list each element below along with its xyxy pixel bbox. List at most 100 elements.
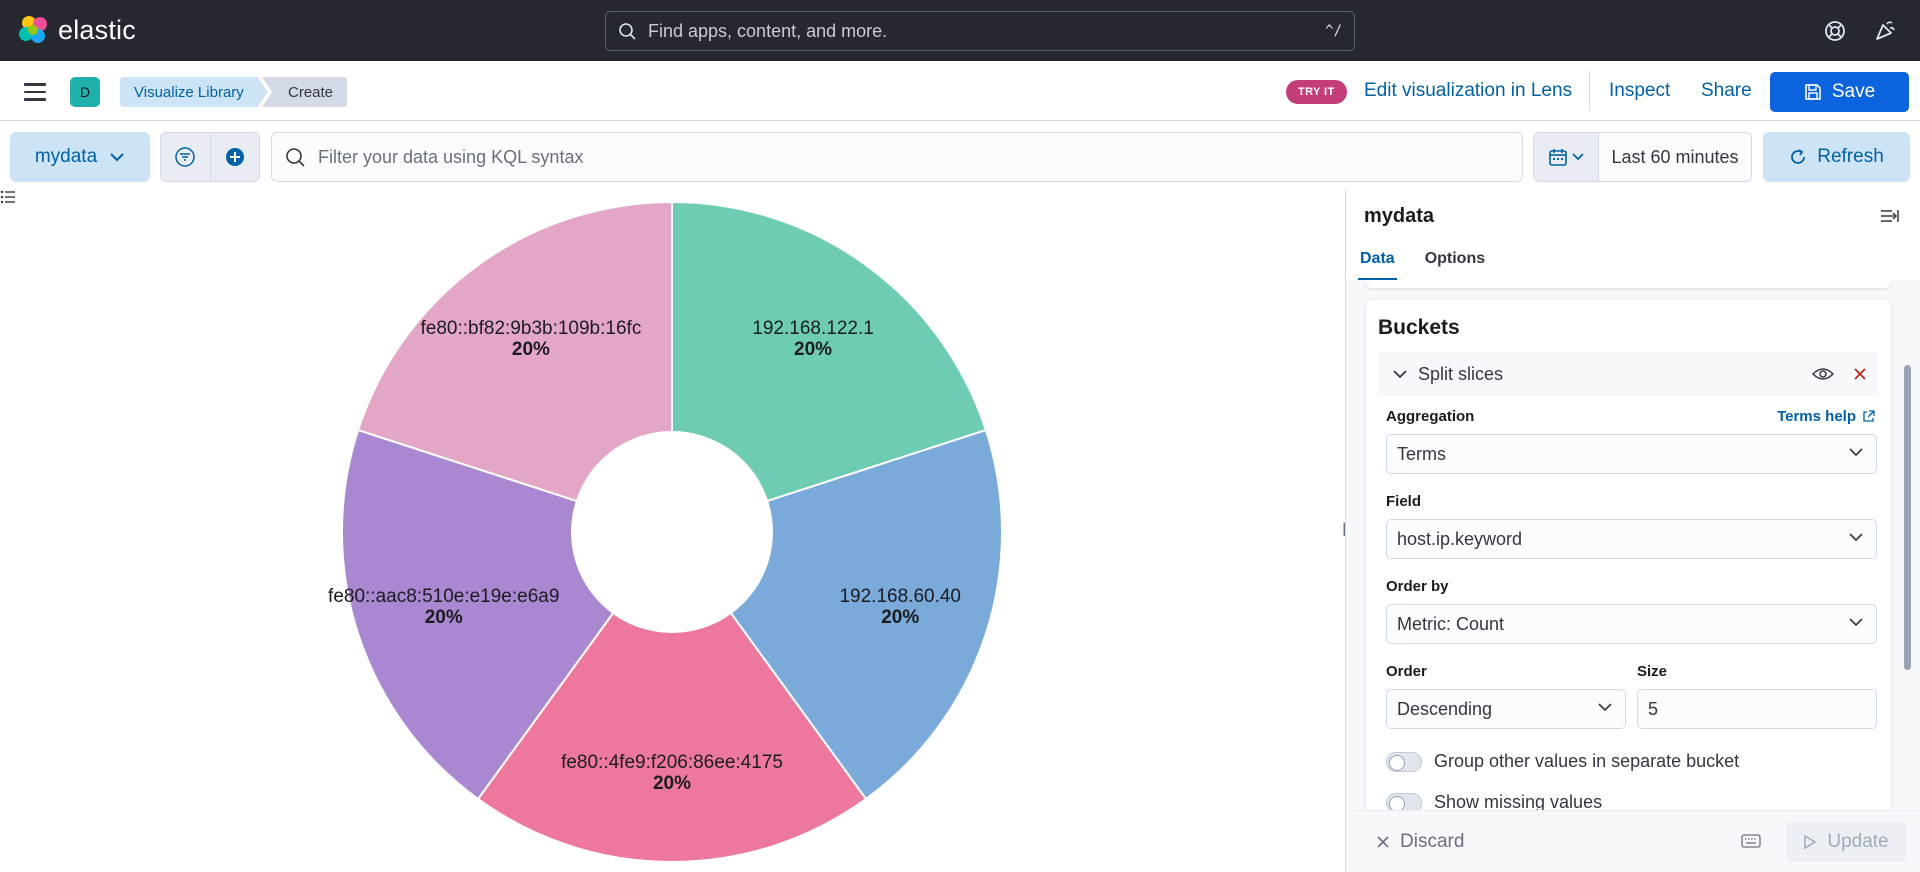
breadcrumb-visualize-library[interactable]: Visualize Library <box>120 77 268 107</box>
sidebar-tabs: Data Options <box>1358 250 1487 280</box>
chevron-down-icon <box>110 153 124 162</box>
field-value: host.ip.keyword <box>1397 528 1523 549</box>
search-icon <box>286 148 305 167</box>
chevron-down-icon <box>1849 448 1863 457</box>
data-view-label: mydata <box>34 146 98 167</box>
quick-menu-button[interactable] <box>1534 133 1599 181</box>
show-missing-switch[interactable] <box>1386 792 1422 810</box>
global-search-placeholder: Find apps, content, and more. <box>648 20 888 41</box>
remove-icon[interactable] <box>1852 366 1868 382</box>
pie-slice-pct-3: 20% <box>425 607 463 628</box>
pie-slice-label-3: fe80::aac8:510e:e19e:e6a9 <box>328 586 559 607</box>
save-icon <box>1805 84 1821 100</box>
keyboard-icon[interactable] <box>1741 834 1761 848</box>
discard-button[interactable]: Discard <box>1376 831 1464 853</box>
collapse-sidebar-icon[interactable] <box>1880 208 1900 224</box>
order-by-select[interactable]: Metric: Count <box>1386 604 1877 644</box>
order-label: Order <box>1386 663 1427 680</box>
visualization-area: 192.168.122.1 20% 192.168.60.40 20% fe80::4f… <box>0 190 1340 872</box>
tab-options[interactable]: Options <box>1424 250 1486 267</box>
show-missing-label: Show missing values <box>1434 792 1603 810</box>
filter-icon <box>175 147 195 167</box>
terms-help-label: Terms help <box>1777 408 1856 425</box>
group-other-switch-row[interactable]: Group other values in separate bucket <box>1386 751 1739 772</box>
try-it-badge: TRY IT <box>1286 80 1347 104</box>
play-icon <box>1804 834 1817 850</box>
legend-toggle-icon[interactable] <box>0 190 16 204</box>
query-bar: mydata Filter your data using KQL syntax <box>0 122 1920 190</box>
pie-slice-3[interactable] <box>340 428 615 801</box>
app-navbar: D Visualize Library Create TRY IT Edit v… <box>0 61 1920 121</box>
menu-toggle-button[interactable] <box>24 83 46 101</box>
field-label: Field <box>1386 493 1422 510</box>
close-icon <box>1377 836 1389 848</box>
size-value: 5 <box>1648 698 1659 719</box>
data-view-picker[interactable]: mydata <box>10 132 150 182</box>
elastic-logo[interactable]: elastic <box>18 14 136 46</box>
chevron-down-icon[interactable] <box>1392 369 1408 379</box>
field-select[interactable]: host.ip.keyword <box>1386 519 1877 559</box>
terms-help-link[interactable]: Terms help <box>1777 408 1875 425</box>
brand-name: elastic <box>58 14 136 45</box>
pie-slice-pct-0: 20% <box>794 339 832 360</box>
time-range-display[interactable]: Last 60 minutes <box>1611 146 1739 167</box>
split-slices-accordion[interactable]: Split slices <box>1378 352 1878 396</box>
kql-search-input[interactable]: Filter your data using KQL syntax <box>271 132 1523 182</box>
aggregation-select[interactable]: Terms <box>1386 434 1877 474</box>
global-search-input[interactable]: Find apps, content, and more. ^/ <box>605 11 1355 51</box>
pie-slice-0[interactable] <box>671 200 988 503</box>
edit-in-lens-link[interactable]: Edit visualization in Lens <box>1364 80 1573 101</box>
filter-menu-button[interactable] <box>161 133 211 181</box>
sidebar-footer: Discard Update <box>1346 810 1920 872</box>
add-filter-button[interactable] <box>211 133 260 181</box>
order-select[interactable]: Descending <box>1386 689 1626 729</box>
pie-slice-label-2: fe80::4fe9:f206:86ee:4175 <box>561 752 783 773</box>
inspect-link[interactable]: Inspect <box>1609 80 1671 101</box>
eye-icon[interactable] <box>1812 366 1834 382</box>
aggregation-value: Terms <box>1397 443 1446 464</box>
sidebar-scroll-area[interactable]: Buckets Split slices Aggregation <box>1346 280 1920 810</box>
help-icon[interactable] <box>1822 18 1848 44</box>
pie-slice-2[interactable] <box>476 611 868 864</box>
chevron-down-icon <box>1849 618 1863 627</box>
pie-slice-label-0: 192.168.122.1 <box>752 318 874 339</box>
tab-data[interactable]: Data <box>1358 250 1397 280</box>
size-input[interactable]: 5 <box>1637 689 1877 729</box>
refresh-label: Refresh <box>1817 146 1884 167</box>
filter-actions <box>160 132 260 182</box>
external-link-icon <box>1863 410 1875 422</box>
save-button[interactable]: Save <box>1770 72 1909 112</box>
order-value: Descending <box>1397 698 1493 719</box>
update-button[interactable]: Update <box>1786 822 1906 862</box>
aggregation-label: Aggregation <box>1386 408 1475 425</box>
newsfeed-icon[interactable] <box>1872 18 1898 44</box>
pie-slice-pct-4: 20% <box>512 339 550 360</box>
group-other-switch[interactable] <box>1386 751 1422 772</box>
order-by-value: Metric: Count <box>1397 613 1505 634</box>
chevron-down-icon <box>1572 153 1584 161</box>
pie-slice-label-1: 192.168.60.40 <box>839 586 961 607</box>
chevron-down-icon <box>1598 703 1612 712</box>
order-by-label: Order by <box>1386 578 1449 595</box>
show-missing-switch-row[interactable]: Show missing values <box>1386 792 1602 810</box>
scrollbar[interactable] <box>1904 365 1911 670</box>
search-shortcut-hint: ^/ <box>1325 23 1342 39</box>
share-link[interactable]: Share <box>1701 80 1752 101</box>
sidebar-title: mydata <box>1364 205 1435 227</box>
elastic-logo-icon <box>19 16 47 43</box>
pie-slice-pct-1: 20% <box>881 607 919 628</box>
pie-slice-1[interactable] <box>729 428 1004 801</box>
group-other-label: Group other values in separate bucket <box>1434 751 1740 771</box>
space-avatar[interactable]: D <box>70 77 100 107</box>
pie-slice-4[interactable] <box>356 200 673 503</box>
pie-slice-pct-2: 20% <box>653 773 691 794</box>
divider <box>1589 71 1590 111</box>
size-label: Size <box>1637 663 1668 680</box>
buckets-card: Buckets Split slices Aggregation <box>1366 300 1891 810</box>
pie-slice-label-4: fe80::bf82:9b3b:109b:16fc <box>421 318 642 339</box>
refresh-icon <box>1791 149 1806 164</box>
global-header: elastic Find apps, content, and more. ^/ <box>0 0 1920 61</box>
refresh-button[interactable]: Refresh <box>1763 132 1910 182</box>
kql-placeholder: Filter your data using KQL syntax <box>318 146 584 167</box>
buckets-heading: Buckets <box>1378 316 1460 339</box>
